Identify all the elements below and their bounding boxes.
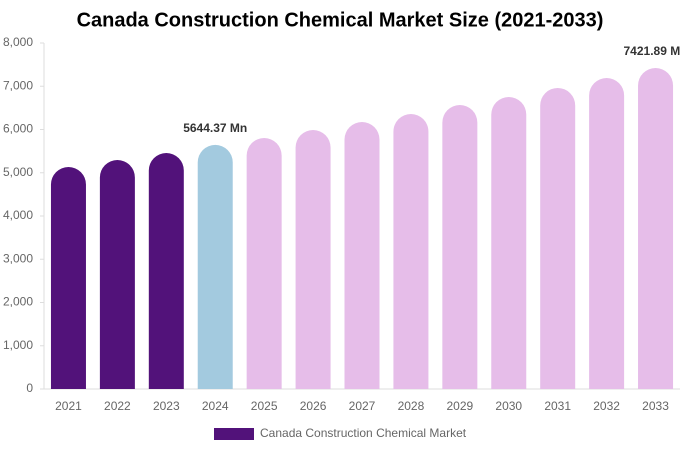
- bar: [295, 130, 331, 390]
- x-tick-label: 2029: [446, 399, 473, 413]
- y-tick-label: 0: [26, 381, 33, 395]
- y-tick-label: 6,000: [3, 122, 33, 136]
- bar: [589, 77, 625, 389]
- x-tick-label: 2033: [642, 399, 669, 413]
- bar: [197, 144, 233, 389]
- bar: [491, 97, 527, 389]
- x-tick-label: 2024: [202, 399, 229, 413]
- chart-title: Canada Construction Chemical Market Size…: [77, 9, 604, 31]
- bar: [148, 152, 184, 389]
- bar: [442, 105, 478, 389]
- y-tick-label: 2,000: [3, 295, 33, 309]
- y-tick-label: 8,000: [3, 35, 33, 49]
- legend-label: Canada Construction Chemical Market: [260, 426, 467, 440]
- bar: [99, 159, 135, 389]
- x-tick-label: 2021: [55, 399, 82, 413]
- y-tick-label: 1,000: [3, 338, 33, 352]
- bar: [638, 68, 674, 389]
- x-tick-label: 2030: [495, 399, 522, 413]
- x-tick-label: 2023: [153, 399, 180, 413]
- bar: [540, 87, 576, 389]
- data-label: 5644.37 Mn: [183, 121, 247, 135]
- x-tick-label: 2026: [300, 399, 327, 413]
- y-tick-label: 4,000: [3, 208, 33, 222]
- y-tick-label: 5,000: [3, 165, 33, 179]
- bar: [393, 114, 429, 390]
- bar: [50, 166, 86, 389]
- bar: [344, 122, 380, 389]
- legend-swatch: [214, 428, 254, 440]
- x-tick-label: 2027: [349, 399, 376, 413]
- bar: [246, 138, 282, 389]
- y-tick-label: 3,000: [3, 251, 33, 265]
- x-tick-label: 2031: [544, 399, 571, 413]
- x-tick-label: 2032: [593, 399, 620, 413]
- x-tick-label: 2028: [398, 399, 425, 413]
- y-tick-label: 7,000: [3, 78, 33, 92]
- x-tick-label: 2025: [251, 399, 278, 413]
- x-tick-label: 2022: [104, 399, 131, 413]
- data-label: 7421.89 Mn: [624, 44, 680, 58]
